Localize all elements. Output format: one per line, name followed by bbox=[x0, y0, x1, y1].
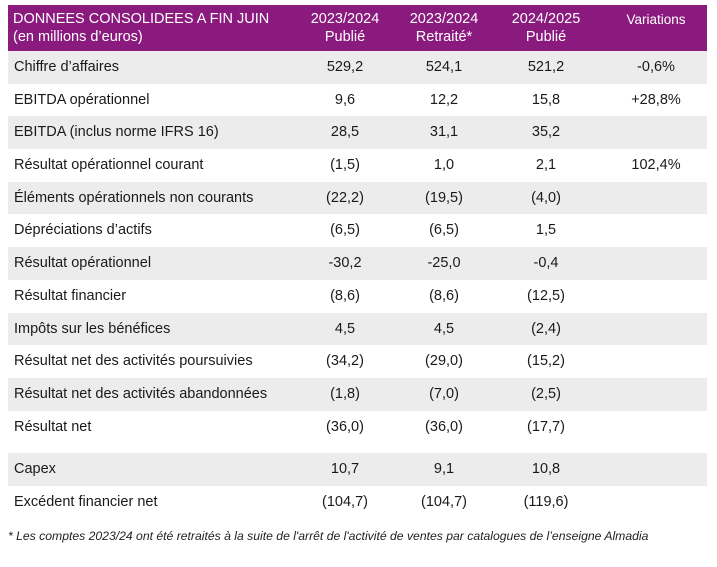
row-label: Capex bbox=[14, 461, 56, 478]
table-row: Excédent financier net (104,7) (104,7) (119… bbox=[8, 486, 707, 519]
row-value-col2: (29,0) bbox=[425, 353, 463, 370]
row-value-col3: 2,1 bbox=[535, 157, 557, 174]
row-value-col1: (8,6) bbox=[330, 287, 360, 304]
row-value-col1: (22,2) bbox=[326, 189, 364, 206]
row-value-col2: 31,1 bbox=[429, 124, 459, 141]
table-header: DONNEES CONSOLIDEES A FIN JUIN (en milli… bbox=[8, 5, 707, 51]
row-value-col1: (34,2) bbox=[326, 353, 364, 370]
table-row: Chiffre d’affaires 529,2 524,1 521,2 -0,6% bbox=[8, 51, 707, 84]
row-label: Dépréciations d’actifs bbox=[14, 222, 152, 239]
table-row: Résultat opérationnel courant (1,5) 1,0 2,1… bbox=[8, 149, 707, 182]
header-col-line2: Retraité* bbox=[415, 29, 473, 45]
row-value-col1: (104,7) bbox=[322, 493, 368, 510]
row-label: Résultat opérationnel courant bbox=[14, 157, 204, 174]
row-value-col3: (119,6) bbox=[523, 493, 569, 510]
row-value-col1: 10,7 bbox=[330, 461, 360, 478]
header-col-variations: Variations bbox=[606, 11, 706, 29]
row-value-col3: (17,7) bbox=[527, 418, 565, 435]
table-row: Résultat opérationnel -30,2 -25,0 -0,4 bbox=[8, 247, 707, 280]
row-value-col2: (7,0) bbox=[429, 385, 459, 402]
row-value-col3: (15,2) bbox=[527, 353, 565, 370]
header-col-line2: Publié bbox=[525, 29, 567, 45]
row-label: Résultat opérationnel bbox=[14, 255, 152, 272]
header-title-line1: DONNEES CONSOLIDEES A FIN JUIN bbox=[13, 11, 270, 27]
table-row: Résultat net des activités abandonnées (1… bbox=[8, 377, 707, 411]
row-label: Résultat net des activités poursuivies bbox=[14, 353, 253, 370]
row-value-col4: -0,6% bbox=[637, 59, 675, 75]
row-label: Impôts sur les bénéfices bbox=[14, 320, 171, 337]
table-row: EBITDA (inclus norme IFRS 16) 28,5 31,1 35,… bbox=[8, 116, 707, 150]
row-value-col1: 4,5 bbox=[334, 320, 356, 337]
row-value-col3: 35,2 bbox=[531, 124, 561, 141]
row-value-col3: (2,4) bbox=[531, 320, 561, 337]
table-row: EBITDA opérationnel 9,6 12,2 15,8 +28,8% bbox=[8, 84, 707, 117]
row-value-col4: 102,4% bbox=[631, 157, 681, 174]
row-value-col1: 28,5 bbox=[330, 124, 360, 141]
header-col-line2: Publié bbox=[324, 29, 366, 45]
row-value-col3: 15,8 bbox=[531, 91, 561, 108]
row-value-col1: (1,8) bbox=[330, 385, 360, 402]
row-value-col1: 9,6 bbox=[334, 91, 356, 108]
header-col-line1: 2024/2025 bbox=[511, 11, 581, 27]
row-value-col1: (1,5) bbox=[330, 157, 360, 174]
row-label: Résultat net bbox=[14, 418, 92, 435]
table-row: Résultat net (36,0) (36,0) (17,7) bbox=[8, 411, 707, 444]
row-value-col2: (19,5) bbox=[425, 189, 463, 206]
row-label: Résultat net des activités abandonnées bbox=[14, 385, 268, 402]
table-row: Dépréciations d’actifs (6,5) (6,5) 1,5 bbox=[8, 214, 707, 247]
header-title: DONNEES CONSOLIDEES A FIN JUIN (en milli… bbox=[13, 10, 269, 46]
row-value-col1: (36,0) bbox=[326, 418, 364, 435]
header-col-2023-2024-publie: 2023/2024 Publié bbox=[295, 10, 395, 46]
table-row: Éléments opérationnels non courants (22,2… bbox=[8, 181, 707, 215]
financial-table-body: Chiffre d’affaires 529,2 524,1 521,2 -0,6% EB… bbox=[8, 51, 707, 519]
header-col-line1: 2023/2024 bbox=[310, 11, 380, 27]
row-value-col2: 12,2 bbox=[429, 91, 459, 108]
row-label: EBITDA opérationnel bbox=[14, 91, 150, 108]
row-value-col2: (8,6) bbox=[429, 287, 459, 304]
row-value-col2: (36,0) bbox=[425, 418, 463, 435]
footnote: * Les comptes 2023/24 ont été retraités … bbox=[8, 529, 649, 543]
table-row: Capex 10,7 9,1 10,8 bbox=[8, 453, 707, 486]
row-label: Résultat financier bbox=[14, 287, 127, 304]
header-col-2023-2024-retraite: 2023/2024 Retraité* bbox=[394, 10, 494, 46]
row-value-col2: -25,0 bbox=[427, 255, 461, 272]
row-value-col3: 1,5 bbox=[535, 222, 557, 239]
table-row: Impôts sur les bénéfices 4,5 4,5 (2,4) bbox=[8, 312, 707, 346]
row-value-col3: 521,2 bbox=[527, 59, 565, 75]
table-row: Résultat financier (8,6) (8,6) (12,5) bbox=[8, 280, 707, 313]
row-value-col3: (4,0) bbox=[531, 189, 561, 206]
header-col-line1: 2023/2024 bbox=[409, 11, 479, 27]
row-value-col2: (104,7) bbox=[421, 493, 467, 510]
row-value-col2: 4,5 bbox=[433, 320, 455, 337]
row-value-col1: -30,2 bbox=[328, 255, 362, 272]
header-col-line1: Variations bbox=[626, 12, 686, 27]
row-label: Excédent financier net bbox=[14, 493, 158, 510]
table-row: Résultat net des activités poursuivies (3… bbox=[8, 345, 707, 378]
row-value-col4: +28,8% bbox=[631, 91, 681, 108]
header-title-line2: (en millions d’euros) bbox=[13, 29, 143, 45]
row-value-col3: 10,8 bbox=[531, 461, 561, 478]
row-value-col3: -0,4 bbox=[533, 255, 559, 272]
section-spacer bbox=[8, 443, 707, 454]
header-col-2024-2025-publie: 2024/2025 Publié bbox=[496, 10, 596, 46]
row-value-col3: (2,5) bbox=[531, 385, 561, 402]
row-label: Éléments opérationnels non courants bbox=[14, 189, 254, 206]
row-label: EBITDA (inclus norme IFRS 16) bbox=[14, 124, 219, 141]
row-value-col1: (6,5) bbox=[330, 222, 360, 239]
row-value-col3: (12,5) bbox=[527, 287, 565, 304]
row-value-col2: (6,5) bbox=[429, 222, 459, 239]
row-value-col1: 529,2 bbox=[326, 59, 364, 75]
row-value-col2: 9,1 bbox=[433, 461, 455, 478]
row-value-col2: 1,0 bbox=[433, 157, 455, 174]
row-label: Chiffre d’affaires bbox=[14, 59, 120, 75]
row-value-col2: 524,1 bbox=[425, 59, 463, 75]
